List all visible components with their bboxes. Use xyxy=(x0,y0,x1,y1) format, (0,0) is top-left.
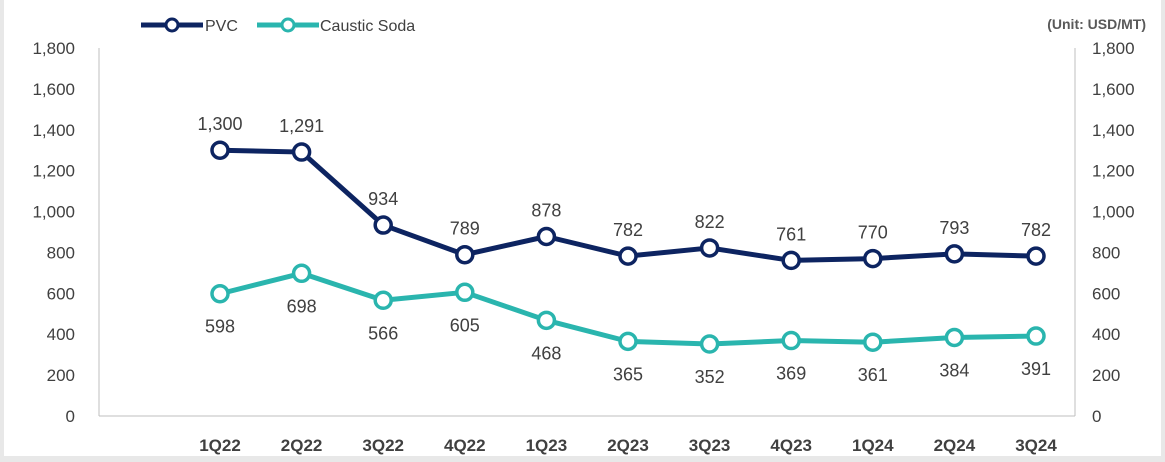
data-label-pvc: 770 xyxy=(858,223,888,243)
left-y-tick-label: 400 xyxy=(47,325,75,344)
series-line-pvc xyxy=(219,147,1037,263)
x-category-label: 3Q22 xyxy=(362,436,404,455)
right-y-tick-labels: 0 200 400 600 800 1,000 1,200 1,400 1,600 1,800 xyxy=(1092,39,1135,426)
data-point-pvc xyxy=(699,238,720,258)
data-label-caustic-soda: 352 xyxy=(695,367,725,387)
data-label-caustic-soda: 391 xyxy=(1021,359,1051,379)
left-y-tick-labels: 0 200 400 600 800 1,000 1,200 1,400 1,600 1,800 xyxy=(32,39,75,426)
axes xyxy=(98,48,1076,417)
data-label-pvc: 822 xyxy=(695,212,725,232)
right-y-tick-label: 1,600 xyxy=(1092,80,1135,99)
data-point-caustic-soda xyxy=(373,290,393,311)
legend-caustic-soda-marker-icon xyxy=(280,17,296,33)
x-category-label: 3Q24 xyxy=(1015,436,1057,455)
data-point-caustic-soda xyxy=(1026,326,1046,346)
line-chart: 0 200 400 600 800 1,000 1,200 1,400 1,600 1,800 0… xyxy=(32,16,1146,455)
data-label-pvc: 782 xyxy=(1021,220,1051,240)
x-category-label: 2Q22 xyxy=(281,436,323,455)
data-label-caustic-soda: 365 xyxy=(613,364,643,384)
x-category-label: 2Q23 xyxy=(607,436,649,455)
data-point-pvc xyxy=(455,244,475,265)
data-point-pvc xyxy=(618,246,638,266)
data-label-caustic-soda: 598 xyxy=(205,317,235,337)
left-y-tick-label: 600 xyxy=(47,284,75,303)
data-label-caustic-soda: 468 xyxy=(531,343,561,363)
data-label-pvc: 761 xyxy=(776,224,806,244)
left-y-tick-label: 1,600 xyxy=(32,80,75,99)
data-point-pvc xyxy=(863,248,883,269)
x-category-label: 1Q22 xyxy=(199,436,241,455)
data-label-caustic-soda: 605 xyxy=(450,315,480,335)
right-y-tick-label: 0 xyxy=(1092,407,1101,426)
x-category-label: 2Q24 xyxy=(934,436,976,455)
right-y-tick-label: 1,000 xyxy=(1092,203,1135,222)
data-label-pvc: 878 xyxy=(531,200,561,220)
series-lines xyxy=(210,140,1046,354)
left-y-tick-label: 1,800 xyxy=(32,39,75,58)
right-y-tick-label: 200 xyxy=(1092,366,1120,385)
data-label-caustic-soda: 384 xyxy=(939,360,969,380)
data-point-caustic-soda xyxy=(455,282,475,303)
data-label-caustic-soda: 369 xyxy=(776,364,806,384)
data-point-caustic-soda xyxy=(210,283,230,304)
data-point-pvc xyxy=(536,226,557,247)
data-label-pvc: 934 xyxy=(368,189,398,209)
left-y-tick-label: 0 xyxy=(66,407,75,426)
right-y-tick-label: 400 xyxy=(1092,325,1120,344)
right-y-tick-label: 1,400 xyxy=(1092,121,1135,140)
x-category-label: 4Q22 xyxy=(444,436,486,455)
legend-pvc-marker-icon xyxy=(164,17,180,33)
left-y-tick-label: 1,000 xyxy=(32,203,75,222)
data-label-caustic-soda: 361 xyxy=(858,365,888,385)
right-y-tick-label: 600 xyxy=(1092,284,1120,303)
data-point-caustic-soda xyxy=(291,263,312,284)
data-point-pvc xyxy=(944,244,965,264)
data-point-caustic-soda xyxy=(536,310,557,331)
data-point-pvc xyxy=(373,215,393,235)
legend-caustic-soda-label: Caustic Soda xyxy=(320,18,415,35)
data-label-caustic-soda: 566 xyxy=(368,323,398,343)
data-label-pvc: 1,300 xyxy=(197,114,242,134)
data-labels: 1,300 1,291 934 789 878 782 822 761 770 793 782 598… xyxy=(197,114,1051,387)
x-category-label: 1Q23 xyxy=(526,436,568,455)
x-category-label: 4Q23 xyxy=(770,436,812,455)
right-y-tick-label: 1,200 xyxy=(1092,162,1135,181)
data-point-pvc xyxy=(1026,246,1046,266)
data-point-caustic-soda xyxy=(781,330,801,351)
right-y-tick-label: 800 xyxy=(1092,243,1120,262)
data-point-caustic-soda xyxy=(863,332,883,352)
right-y-tick-label: 1,800 xyxy=(1092,39,1135,58)
left-y-tick-label: 200 xyxy=(47,366,75,385)
data-label-pvc: 793 xyxy=(939,218,969,238)
data-label-pvc: 782 xyxy=(613,220,643,240)
data-point-pvc xyxy=(210,140,230,160)
data-label-pvc: 789 xyxy=(450,219,480,239)
left-y-tick-label: 800 xyxy=(47,243,75,262)
left-y-tick-label: 1,400 xyxy=(32,121,75,140)
x-category-label: 3Q23 xyxy=(689,436,731,455)
unit-note: (Unit: USD/MT) xyxy=(1047,16,1146,32)
left-y-tick-label: 1,200 xyxy=(32,162,75,181)
data-point-caustic-soda xyxy=(944,327,965,348)
data-point-caustic-soda xyxy=(618,331,638,352)
legend-item-pvc: PVC xyxy=(141,17,238,35)
data-label-pvc: 1,291 xyxy=(279,116,324,136)
legend-pvc-label: PVC xyxy=(205,18,238,35)
legend-item-caustic-soda: Caustic Soda xyxy=(257,17,415,35)
data-point-pvc xyxy=(291,142,312,162)
x-category-label: 1Q24 xyxy=(852,436,894,455)
data-label-caustic-soda: 698 xyxy=(287,296,317,316)
x-category-labels: 1Q22 2Q22 3Q22 4Q22 1Q23 2Q23 3Q23 4Q23 1Q24 2Q24… xyxy=(199,436,1057,455)
legend: PVC Caustic Soda xyxy=(141,17,415,35)
data-point-pvc xyxy=(781,250,801,271)
data-point-caustic-soda xyxy=(699,334,720,354)
